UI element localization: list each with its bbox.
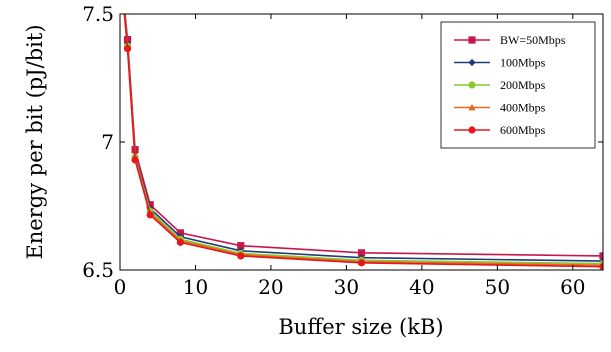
series-4 xyxy=(120,4,603,270)
data-point xyxy=(237,242,245,250)
data-point xyxy=(123,44,132,53)
legend-entry: 600Mbps xyxy=(454,123,546,137)
x-tick-label: 60 xyxy=(560,275,585,299)
legend-entry: 200Mbps xyxy=(454,78,546,92)
data-point xyxy=(131,156,139,164)
data-point xyxy=(120,4,127,11)
legend-label: 100Mbps xyxy=(500,56,546,70)
legend-label: 400Mbps xyxy=(500,101,546,115)
data-point xyxy=(146,211,154,219)
legend-swatch-marker xyxy=(468,103,476,111)
legend-entry: 400Mbps xyxy=(454,101,546,115)
x-tick-label: 40 xyxy=(409,275,434,299)
legend-swatch-marker xyxy=(468,126,476,134)
x-tick-label: 0 xyxy=(114,275,127,299)
legend-entry: BW=50Mbps xyxy=(454,33,566,47)
legend-label: 200Mbps xyxy=(500,78,546,92)
data-point xyxy=(357,249,366,257)
legend: BW=50Mbps 100Mbps 200Mbps 400Mbps 600Mbps xyxy=(440,21,596,149)
data-point xyxy=(599,263,603,270)
x-tick-label: 50 xyxy=(485,275,510,299)
y-tick-label: 7 xyxy=(101,130,114,154)
data-point xyxy=(237,252,245,260)
x-tick-label: 30 xyxy=(334,275,359,299)
data-point xyxy=(120,0,127,5)
legend-swatch-marker xyxy=(468,81,476,89)
x-tick-label: 20 xyxy=(258,275,283,299)
data-point xyxy=(120,0,127,7)
axis-ticks: 0 10 20 30 40 50 60 6.5 7 7.5 xyxy=(82,2,603,299)
x-axis-label: Buffer size (kB) xyxy=(278,315,443,339)
data-point xyxy=(176,238,184,246)
legend-swatch-marker xyxy=(468,36,476,44)
data-point xyxy=(357,259,366,267)
data-point xyxy=(176,229,184,237)
series-layer xyxy=(120,0,603,270)
data-point xyxy=(120,1,127,8)
data-point xyxy=(120,3,127,9)
y-tick-label: 6.5 xyxy=(82,258,114,282)
legend-entry: 100Mbps xyxy=(454,56,546,70)
legend-label: BW=50Mbps xyxy=(500,33,566,47)
legend-swatch-marker xyxy=(468,58,476,67)
series-line xyxy=(123,14,603,268)
legend-label: 600Mbps xyxy=(500,123,546,137)
y-tick-label: 7.5 xyxy=(82,2,114,26)
data-point xyxy=(599,252,603,260)
y-axis-label: Energy per bit (pJ/bit) xyxy=(23,24,47,259)
data-point xyxy=(146,201,154,209)
x-tick-label: 10 xyxy=(183,275,208,299)
